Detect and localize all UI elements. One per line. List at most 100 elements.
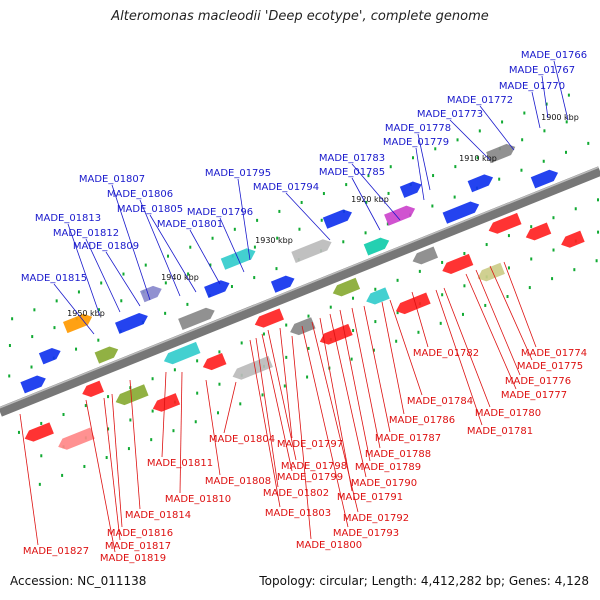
forward-gene-label: MADE_01783 — [319, 153, 385, 164]
track-dot — [374, 320, 377, 324]
reverse-gene-label: MADE_01827 — [23, 546, 89, 557]
reverse-gene-glyph — [442, 253, 474, 274]
track-dot — [441, 260, 444, 264]
reverse-gene-label: MADE_01791 — [337, 492, 403, 503]
forward-label-leader — [417, 133, 431, 191]
forward-gene-label: MADE_01778 — [385, 123, 451, 134]
track-dot — [542, 159, 545, 163]
reverse-label-leader — [319, 317, 353, 492]
scale-tick-label: 1930 kbp — [255, 236, 293, 245]
forward-label-leader — [67, 223, 101, 317]
reverse-gene-glyph — [561, 230, 585, 248]
reverse-gene-glyph — [477, 262, 505, 282]
track-dot — [30, 365, 33, 369]
reverse-gene-label: MADE_01816 — [107, 528, 173, 539]
track-dot — [411, 156, 414, 160]
reverse-label-leader — [255, 337, 279, 488]
forward-label-leader — [449, 119, 491, 161]
track-dot — [55, 299, 58, 303]
track-dot — [31, 335, 34, 339]
track-dot — [367, 174, 370, 178]
reverse-gene-label: MADE_01790 — [351, 478, 417, 489]
track-dot — [283, 384, 286, 388]
track-dot — [11, 317, 14, 321]
forward-gene-glyph — [530, 169, 559, 189]
reverse-label-leader — [329, 313, 367, 478]
forward-gene-glyph — [322, 209, 352, 229]
reverse-gene-label: MADE_01797 — [277, 439, 343, 450]
track-dot — [40, 421, 43, 425]
track-dot — [38, 482, 41, 486]
forward-gene-glyph — [20, 375, 46, 394]
reverse-gene-glyph — [412, 246, 439, 265]
track-dot — [597, 198, 600, 202]
track-dot — [530, 225, 533, 229]
track-dot — [105, 456, 108, 460]
track-dot — [275, 267, 278, 271]
track-dot — [218, 350, 221, 354]
forward-label-leader — [541, 75, 549, 119]
reverse-gene-label: MADE_01811 — [147, 458, 213, 469]
track-dot — [485, 243, 488, 247]
track-dot — [454, 165, 457, 169]
forward-gene-glyph — [363, 237, 390, 256]
track-dot — [306, 375, 309, 379]
track-dot — [320, 218, 323, 222]
track-dot — [144, 263, 147, 267]
forward-label-leader — [189, 229, 221, 285]
reverse-label-leader — [489, 265, 533, 361]
forward-gene-label: MADE_01794 — [253, 182, 319, 193]
reverse-gene-label: MADE_01793 — [333, 528, 399, 539]
reverse-gene-label: MADE_01804 — [209, 434, 275, 445]
track-dot — [322, 192, 325, 196]
track-dot — [395, 339, 398, 343]
track-dot — [484, 303, 487, 307]
track-dot — [61, 473, 64, 477]
reverse-label-leader — [503, 261, 537, 348]
track-dot — [151, 409, 154, 413]
track-dot — [439, 321, 442, 325]
reverse-gene-glyph — [232, 355, 273, 380]
forward-gene-label: MADE_01785 — [319, 167, 385, 178]
track-dot — [17, 430, 20, 434]
scale-tick-label: 1920 kbp — [351, 195, 389, 204]
reverse-label-leader — [381, 301, 405, 415]
track-dot — [262, 332, 265, 336]
track-dot — [506, 295, 509, 299]
track-dot — [507, 266, 510, 270]
forward-label-leader — [351, 163, 401, 221]
forward-label-leader — [139, 199, 181, 297]
track-dot — [189, 245, 192, 249]
track-dot — [164, 281, 167, 285]
track-dot — [150, 438, 153, 442]
scale-tick-label: 1900 kbp — [541, 113, 579, 122]
reverse-gene-glyph — [319, 323, 353, 345]
track-dot — [431, 204, 434, 208]
track-dot — [530, 257, 533, 261]
track-dot — [528, 286, 531, 290]
reverse-gene-label: MADE_01789 — [355, 462, 421, 473]
track-dot — [396, 278, 399, 282]
track-dot — [543, 129, 546, 133]
forward-gene-glyph — [442, 201, 480, 224]
page-title: Alteromonas macleodii 'Deep ecotype', co… — [111, 9, 489, 24]
track-dot — [129, 418, 132, 422]
forward-gene-label: MADE_01813 — [35, 213, 101, 224]
reverse-gene-label: MADE_01819 — [100, 553, 166, 564]
forward-gene-label: MADE_01770 — [499, 81, 565, 92]
track-dot — [342, 240, 345, 244]
reverse-label-leader — [339, 309, 371, 462]
reverse-label-leader — [179, 371, 183, 494]
reverse-gene-label: MADE_01817 — [105, 541, 171, 552]
reverse-gene-label: MADE_01802 — [263, 488, 329, 499]
track-dot — [187, 272, 190, 276]
track-dot — [253, 276, 256, 280]
reverse-label-leader — [103, 397, 121, 541]
forward-gene-label: MADE_01805 — [117, 204, 183, 215]
forward-label-leader — [531, 91, 541, 129]
track-dot — [432, 174, 435, 178]
track-dot — [441, 293, 444, 297]
track-dot — [350, 357, 353, 361]
reverse-gene-glyph — [202, 353, 227, 371]
track-dot — [552, 248, 555, 252]
